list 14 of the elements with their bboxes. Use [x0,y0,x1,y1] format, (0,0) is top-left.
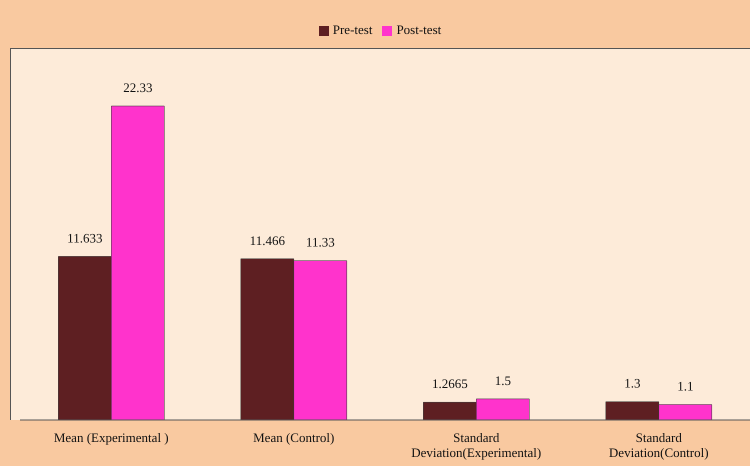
x-tick-label: Standard Deviation(Control) [608,430,709,460]
legend-label: Post-test [396,22,442,37]
legend-label: Pre-test [332,22,372,37]
x-tick-label: Mean (Experimental ) [54,430,169,445]
data-label: 1.1 [677,378,694,394]
data-label: 1.3 [624,376,640,391]
data-label: 1.5 [494,372,511,388]
data-label: 1.2665 [432,376,468,392]
data-label: 11.33 [306,234,335,250]
data-label: 11.633 [67,230,102,246]
data-label: 22.33 [123,80,152,95]
x-tick-label: Standard Deviation(Experimental) [411,430,542,460]
data-label: 11.466 [250,232,286,248]
x-tick-label: Mean (Control) [253,430,334,445]
